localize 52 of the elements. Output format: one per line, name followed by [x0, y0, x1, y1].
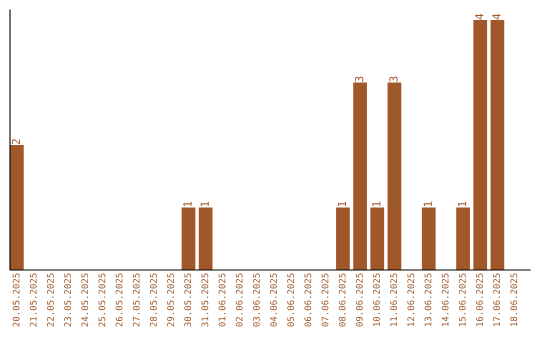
x-tick-label: 18.06.2025	[510, 274, 518, 326]
x-tick-label: 07.06.2025	[322, 274, 328, 327]
bar	[198, 208, 213, 270]
data-label: 4	[475, 14, 484, 20]
x-tick-label: 17.06.2025	[493, 274, 500, 326]
bar	[10, 145, 24, 270]
x-tick-label: 02.06.2025	[236, 274, 243, 327]
bar	[353, 82, 367, 270]
bar	[370, 208, 384, 270]
x-tick-label: 27.05.2025	[132, 274, 140, 326]
x-tick-label: 26.05.2025	[116, 274, 122, 326]
bar	[422, 208, 436, 270]
x-tick-label: 31.05.2025	[201, 274, 208, 327]
data-label: 1	[338, 202, 346, 206]
x-tick-label: 04.06.2025	[270, 274, 277, 327]
x-tick-label: 30.05.2025	[184, 274, 192, 327]
x-tick-label: 09.06.2025	[356, 274, 363, 327]
x-tick-label: 14.06.2025	[442, 274, 449, 326]
x-tick-label: 08.06.2025	[338, 274, 346, 327]
x-tick-label: 01.06.2025	[218, 274, 226, 327]
x-tick-label: 06.06.2025	[304, 274, 312, 327]
bar	[490, 20, 504, 270]
x-tick-label: 12.06.2025	[407, 274, 414, 326]
data-label: 4	[492, 14, 500, 20]
data-label: 1	[458, 202, 466, 206]
bar	[456, 208, 470, 270]
data-label: 1	[183, 202, 192, 206]
x-tick-label: 28.05.2025	[150, 274, 157, 326]
x-tick-label: 03.06.2025	[252, 274, 260, 327]
data-label: 2	[12, 139, 20, 144]
data-label: 3	[389, 76, 398, 82]
x-tick-label: 15.06.2025	[458, 274, 466, 326]
bar	[336, 208, 350, 270]
bar	[182, 208, 196, 270]
x-tick-label: 25.05.2025	[98, 274, 106, 326]
data-label: 3	[354, 76, 364, 82]
x-tick-label: 22.05.2025	[47, 274, 54, 326]
x-tick-label: 05.06.2025	[287, 274, 294, 327]
x-tick-label: 23.05.2025	[64, 274, 71, 326]
x-tick-label: 24.05.2025	[81, 274, 88, 326]
x-tick-label: 21.05.2025	[30, 274, 37, 326]
x-tick-label: 13.06.2025	[424, 274, 432, 326]
x-tick-label: 20.05.2025	[12, 274, 20, 326]
bar	[473, 20, 488, 270]
bar	[388, 82, 402, 270]
x-tick-label: 29.05.2025	[167, 274, 174, 326]
data-label: 1	[424, 202, 432, 206]
data-label: 1	[200, 202, 209, 206]
x-tick-label: 11.06.2025	[390, 274, 398, 326]
data-label: 1	[372, 202, 380, 206]
x-tick-label: 10.06.2025	[373, 274, 380, 326]
x-tick-label: 16.06.2025	[476, 274, 483, 326]
